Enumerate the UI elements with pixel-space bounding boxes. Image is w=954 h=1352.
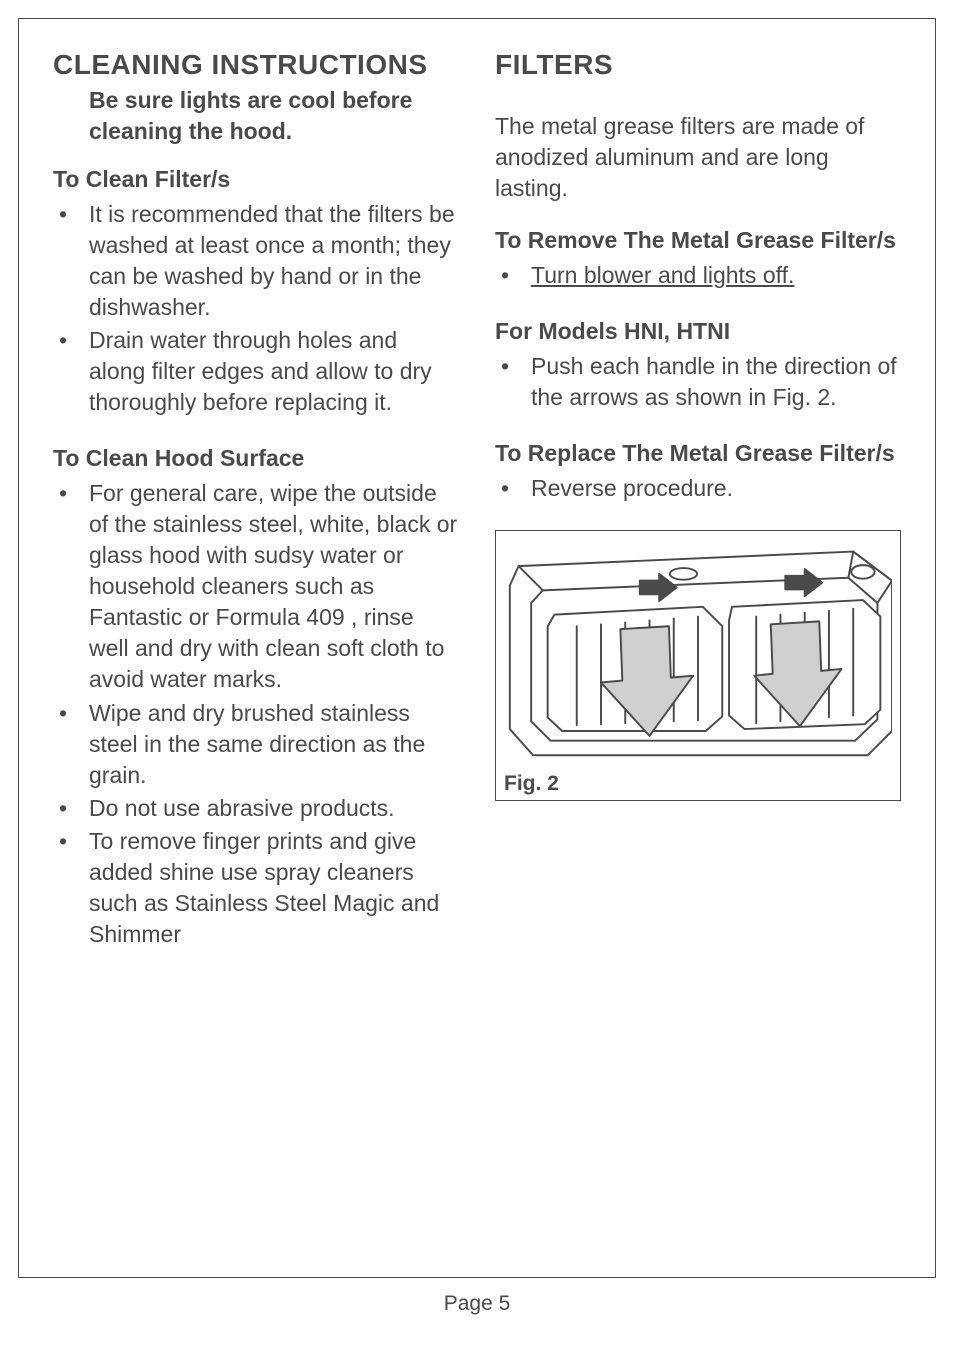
figure-2-diagram xyxy=(504,537,892,770)
clean-surface-list: For general care, wipe the outside of th… xyxy=(53,478,459,950)
page-number: Page 5 xyxy=(18,1292,936,1316)
figure-2-label: Fig. 2 xyxy=(504,772,892,796)
cleaning-subhead: Be sure lights are cool before cleaning … xyxy=(89,85,459,147)
filters-heading: FILTERS xyxy=(495,49,901,81)
list-item: It is recommended that the filters be wa… xyxy=(53,199,459,323)
list-item: To remove finger prints and give added s… xyxy=(53,826,459,950)
cleaning-heading: CLEANING INSTRUCTIONS xyxy=(53,49,459,81)
figure-2-box: Fig. 2 xyxy=(495,530,901,801)
list-item: Do not use abrasive products. xyxy=(53,793,459,824)
remove-filter-list: Turn blower and lights off. xyxy=(495,260,901,291)
filters-intro: The metal grease filters are made of ano… xyxy=(495,111,901,204)
models-title: For Models HNI, HTNI xyxy=(495,317,901,347)
remove-filter-title: To Remove The Metal Grease Filter/s xyxy=(495,226,901,256)
replace-filter-list: Reverse procedure. xyxy=(495,473,901,504)
right-column: FILTERS The metal grease filters are mad… xyxy=(495,49,901,1247)
list-item: Drain water through holes and along filt… xyxy=(53,325,459,418)
models-list: Push each handle in the direction of the… xyxy=(495,351,901,413)
replace-filter-title: To Replace The Metal Grease Filter/s xyxy=(495,439,901,469)
underline-text: Turn blower and lights off. xyxy=(531,262,794,288)
list-item: Push each handle in the direction of the… xyxy=(495,351,901,413)
clean-surface-title: To Clean Hood Surface xyxy=(53,444,459,474)
list-item: Wipe and dry brushed stainless steel in … xyxy=(53,698,459,791)
page-border: CLEANING INSTRUCTIONS Be sure lights are… xyxy=(18,18,936,1278)
list-item: Reverse procedure. xyxy=(495,473,901,504)
list-item: Turn blower and lights off. xyxy=(495,260,901,291)
left-column: CLEANING INSTRUCTIONS Be sure lights are… xyxy=(53,49,459,1247)
clean-filters-title: To Clean Filter/s xyxy=(53,165,459,195)
list-item: For general care, wipe the outside of th… xyxy=(53,478,459,695)
clean-filters-list: It is recommended that the filters be wa… xyxy=(53,199,459,418)
